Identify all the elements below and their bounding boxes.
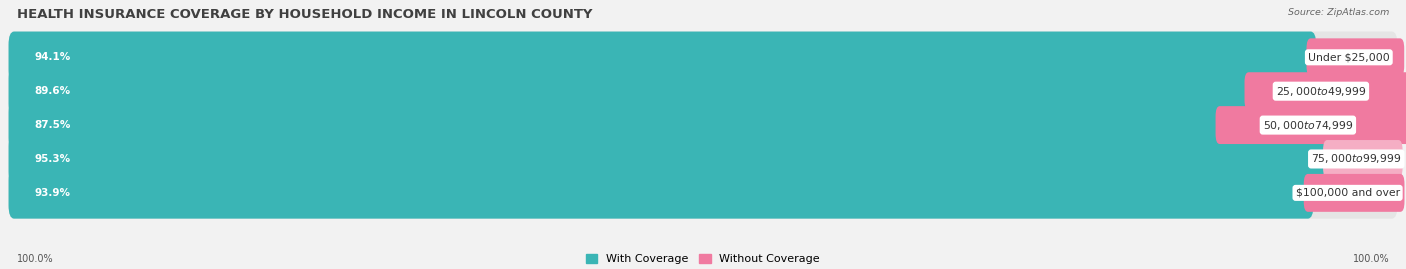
Text: 100.0%: 100.0% (17, 254, 53, 264)
FancyBboxPatch shape (1244, 72, 1406, 110)
Legend: With Coverage, Without Coverage: With Coverage, Without Coverage (582, 249, 824, 269)
FancyBboxPatch shape (1303, 174, 1405, 212)
Text: 100.0%: 100.0% (1353, 254, 1389, 264)
Text: $25,000 to $49,999: $25,000 to $49,999 (1275, 85, 1367, 98)
Text: 93.9%: 93.9% (35, 188, 70, 198)
FancyBboxPatch shape (8, 167, 1313, 219)
Text: Source: ZipAtlas.com: Source: ZipAtlas.com (1288, 8, 1389, 17)
FancyBboxPatch shape (8, 65, 1254, 117)
FancyBboxPatch shape (8, 31, 1398, 83)
FancyBboxPatch shape (1323, 140, 1403, 178)
Text: 87.5%: 87.5% (35, 120, 72, 130)
FancyBboxPatch shape (8, 65, 1398, 117)
FancyBboxPatch shape (1216, 106, 1406, 144)
Text: $75,000 to $99,999: $75,000 to $99,999 (1310, 153, 1402, 165)
Text: 95.3%: 95.3% (35, 154, 70, 164)
Text: Under $25,000: Under $25,000 (1308, 52, 1389, 62)
FancyBboxPatch shape (8, 167, 1398, 219)
Text: 89.6%: 89.6% (35, 86, 70, 96)
FancyBboxPatch shape (8, 99, 1398, 151)
Text: $100,000 and over: $100,000 and over (1295, 188, 1399, 198)
Text: HEALTH INSURANCE COVERAGE BY HOUSEHOLD INCOME IN LINCOLN COUNTY: HEALTH INSURANCE COVERAGE BY HOUSEHOLD I… (17, 8, 592, 21)
FancyBboxPatch shape (8, 31, 1316, 83)
FancyBboxPatch shape (8, 133, 1398, 185)
FancyBboxPatch shape (8, 133, 1333, 185)
FancyBboxPatch shape (8, 99, 1225, 151)
FancyBboxPatch shape (1306, 38, 1405, 76)
Text: 94.1%: 94.1% (35, 52, 70, 62)
Text: $50,000 to $74,999: $50,000 to $74,999 (1263, 119, 1353, 132)
